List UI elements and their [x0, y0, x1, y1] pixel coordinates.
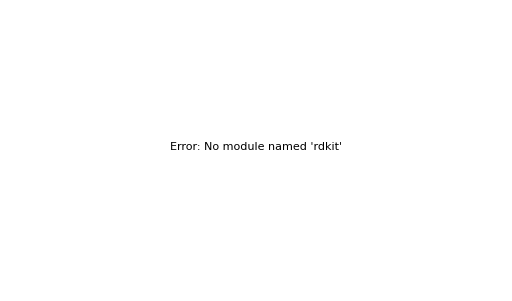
Text: Error: No module named 'rdkit': Error: No module named 'rdkit'	[170, 142, 342, 153]
